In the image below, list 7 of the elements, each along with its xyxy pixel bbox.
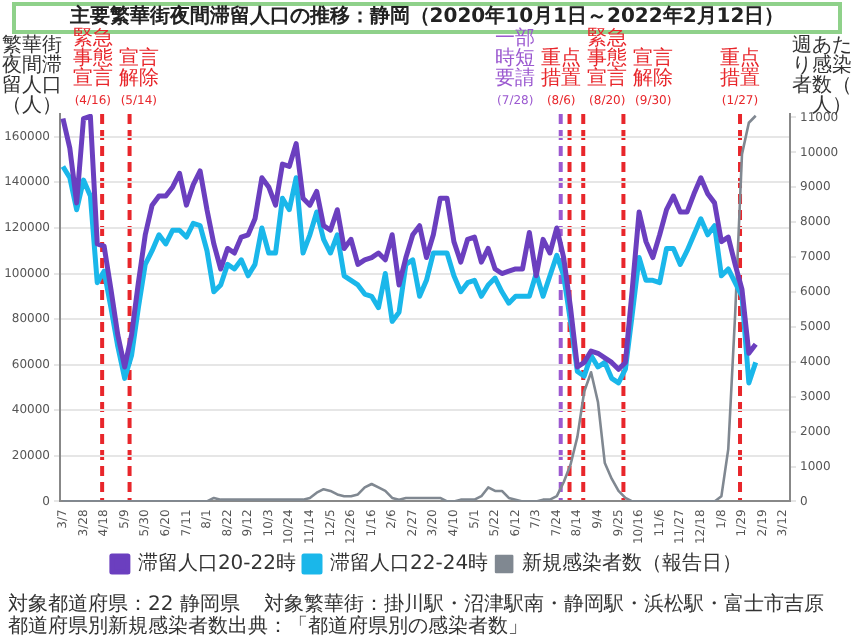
text: 都道府県別新規感染者数出典：「都道府県別の感染者数」 [8,616,528,638]
text: 対象都道府県：22 静岡県 [8,594,240,616]
y-axis-title: 繁華街夜間滞留人口（人） [2,33,62,118]
text: 対象繁華街：掛川駅・沼津駅南・静岡駅・浜松駅・富士市吉原 [263,594,824,616]
legend-label: 滞留人口22-24時 [330,551,489,576]
legend-label: 新規感染者数（報告日） [522,551,743,576]
legend-label: 滞留人口20-22時 [137,551,297,576]
